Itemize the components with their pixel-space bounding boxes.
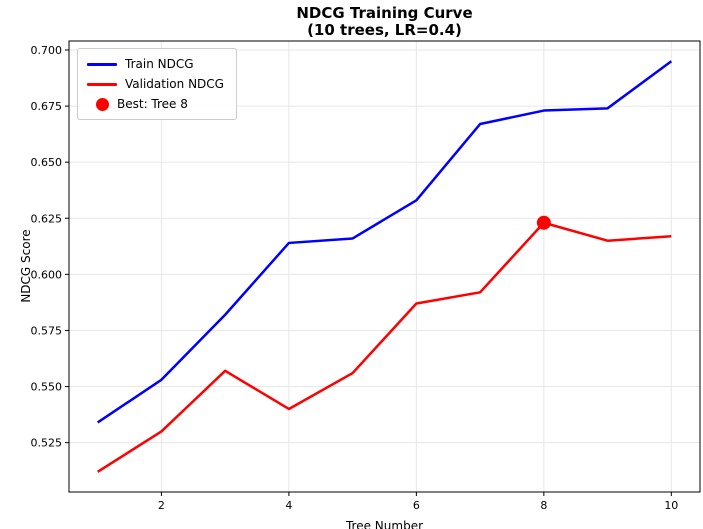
validation-line-sample-icon [87, 82, 117, 86]
x-tick-label: 10 [664, 499, 678, 512]
legend-label-validation: Validation NDCG [125, 77, 224, 91]
x-axis-label: Tree Number [345, 519, 424, 529]
chart-title: NDCG Training Curve (10 trees, LR=0.4) [69, 5, 700, 39]
chart-title-line2: (10 trees, LR=0.4) [307, 21, 462, 39]
y-tick-label: 0.650 [31, 156, 63, 169]
legend-item-best: Best: Tree 8 [87, 94, 224, 114]
y-tick-label: 0.700 [31, 44, 63, 57]
plot-border [68, 40, 701, 493]
best-point-sample-icon [95, 97, 109, 111]
x-tick-label: 6 [413, 499, 420, 512]
legend-item-validation: Validation NDCG [87, 74, 224, 94]
x-tick-label: 4 [285, 499, 292, 512]
y-tick-label: 0.575 [31, 324, 63, 337]
legend-label-best: Best: Tree 8 [117, 97, 188, 111]
train-ndcg-line [96, 60, 673, 424]
validation-ndcg-line [97, 221, 672, 473]
best-point-marker [536, 215, 551, 230]
chart-title-line1: NDCG Training Curve [296, 4, 473, 22]
y-tick-label: 0.600 [31, 268, 63, 281]
y-tick-label: 0.550 [31, 381, 63, 394]
y-tick-label: 0.525 [31, 437, 63, 450]
legend-item-train: Train NDCG [87, 54, 224, 74]
x-tick-label: 8 [540, 499, 547, 512]
y-tick-label: 0.675 [31, 100, 63, 113]
legend: Train NDCG Validation NDCG Best: Tree 8 [77, 48, 237, 120]
legend-label-train: Train NDCG [125, 57, 194, 71]
y-tick-label: 0.625 [31, 212, 63, 225]
train-line-sample-icon [87, 62, 117, 66]
x-tick-label: 2 [158, 499, 165, 512]
